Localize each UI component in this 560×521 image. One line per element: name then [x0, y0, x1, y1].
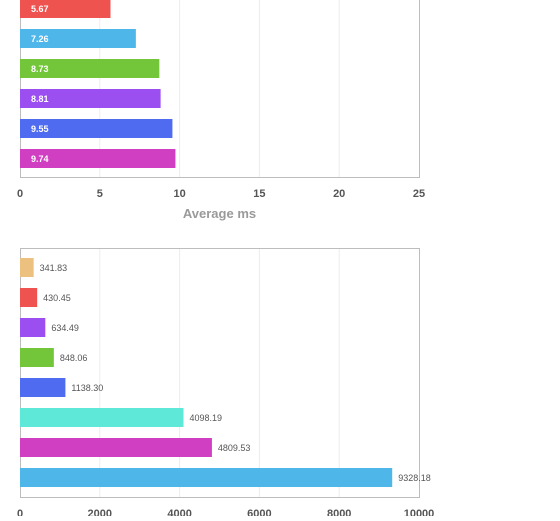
x-axis-title: Average ms: [183, 206, 256, 221]
x-tick-label: 0: [17, 508, 23, 516]
bar-value-label: 4098.19: [190, 413, 223, 423]
bar: [20, 378, 66, 397]
x-tick-label: 20: [333, 188, 345, 200]
bar: [20, 348, 54, 367]
bar-value-label: 7.26: [31, 34, 49, 44]
x-tick-label: 8000: [327, 508, 351, 516]
bar: [20, 258, 34, 277]
x-tick-label: 5: [97, 188, 103, 200]
bar-value-label: 848.06: [60, 353, 88, 363]
x-tick-label: 15: [253, 188, 265, 200]
bar: [20, 468, 393, 487]
x-tick-label: 10: [173, 188, 185, 200]
bar: [20, 288, 38, 307]
bar: [20, 0, 111, 18]
x-tick-label: 4000: [167, 508, 191, 516]
x-tick-label: 10000: [404, 508, 435, 516]
bar-value-label: 8.73: [31, 64, 49, 74]
bar: [20, 59, 160, 78]
bar-value-label: 430.45: [43, 293, 71, 303]
bar-value-label: 9328.18: [398, 473, 431, 483]
chart-1: 5.67 7.26 8.73 8.81 9.55 9.74 0 5 10 15 20 25 Averag…: [17, 0, 425, 221]
bar: [20, 29, 136, 48]
bar-value-label: 1138.30: [71, 383, 103, 393]
bar-value-label: 9.55: [31, 124, 49, 134]
bar: [20, 89, 161, 108]
plot-frame: [20, 0, 420, 178]
bar-value-label: 4809.53: [218, 443, 251, 453]
x-tick-label: 0: [17, 188, 23, 200]
plot-frame: [20, 248, 420, 498]
bar-value-label: 8.81: [31, 94, 49, 104]
x-tick-label: 6000: [247, 508, 271, 516]
bar-value-label: 341.83: [40, 263, 68, 273]
bar: [20, 408, 184, 427]
x-tick-label: 2000: [88, 508, 112, 516]
bar-value-label: 634.49: [51, 323, 79, 333]
x-tick-label: 25: [413, 188, 425, 200]
chart-2: 341.83 430.45 634.49 848.06 1138.30 4098.19 48…: [17, 248, 435, 520]
bar-value-label: 5.67: [31, 4, 49, 14]
bar: [20, 119, 173, 138]
bar: [20, 318, 46, 337]
bar: [20, 149, 176, 168]
bar: [20, 438, 212, 457]
bar-value-label: 9.74: [31, 154, 49, 164]
